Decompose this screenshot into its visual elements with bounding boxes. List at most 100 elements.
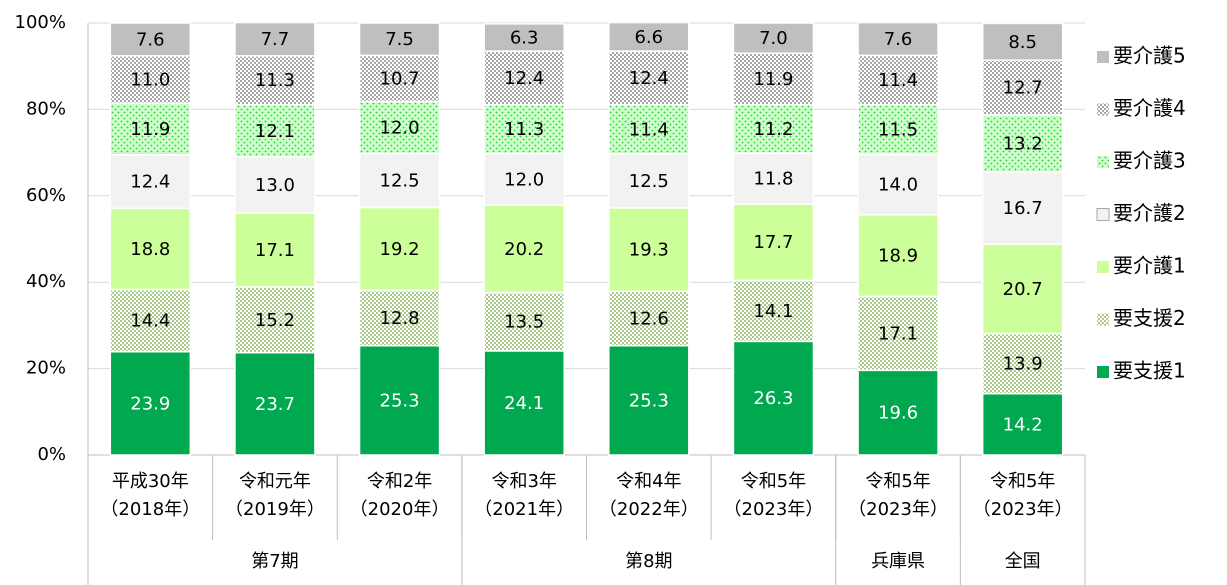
data-label: 12.4 bbox=[504, 68, 544, 89]
data-label: 14.0 bbox=[878, 175, 918, 196]
group-label: 第8期 bbox=[625, 551, 673, 572]
data-label: 11.2 bbox=[753, 119, 793, 140]
bar-segment bbox=[358, 54, 441, 103]
bar-segment bbox=[857, 153, 939, 216]
data-label: 12.4 bbox=[130, 172, 170, 193]
data-label: 13.9 bbox=[1003, 354, 1043, 375]
data-label: 13.0 bbox=[255, 175, 295, 196]
data-label: 12.4 bbox=[629, 68, 669, 89]
legend-label: 要介護2 bbox=[1113, 201, 1186, 225]
bar-segment bbox=[732, 340, 815, 456]
data-label: 12.8 bbox=[380, 308, 420, 329]
data-label: 7.6 bbox=[884, 29, 913, 50]
data-label: 23.7 bbox=[255, 394, 295, 415]
legend-swatch bbox=[1097, 51, 1109, 63]
data-label: 6.6 bbox=[634, 27, 663, 48]
legend-label: 要支援1 bbox=[1113, 359, 1186, 383]
data-label: 11.4 bbox=[878, 70, 918, 91]
data-label: 11.3 bbox=[504, 119, 544, 140]
x-tick-label: 令和5年 （2023年） bbox=[848, 471, 948, 520]
bar-segment bbox=[857, 295, 939, 372]
data-label: 14.4 bbox=[130, 311, 170, 332]
bar-segment bbox=[732, 279, 815, 343]
data-label: 14.1 bbox=[753, 301, 793, 322]
bar-segment bbox=[234, 55, 316, 106]
data-label: 8.5 bbox=[1008, 32, 1037, 53]
legend-swatch bbox=[1097, 261, 1109, 273]
bar-segment bbox=[358, 206, 441, 292]
bar-segment bbox=[981, 332, 1064, 395]
bar-segment bbox=[981, 392, 1064, 456]
bar-segment bbox=[358, 100, 441, 155]
data-label: 13.5 bbox=[504, 312, 544, 333]
bar-segment bbox=[234, 286, 316, 354]
legend-swatch bbox=[1097, 103, 1109, 116]
data-label: 23.9 bbox=[130, 393, 170, 414]
group-label: 第7期 bbox=[251, 551, 299, 572]
legend-swatch bbox=[1097, 366, 1109, 378]
bar-segment bbox=[981, 171, 1064, 245]
bar-segment bbox=[732, 52, 815, 106]
x-tick-label: 令和元年 （2019年） bbox=[225, 471, 325, 520]
y-tick-label: 40% bbox=[26, 271, 66, 292]
x-tick-label: 令和5年 （2023年） bbox=[972, 471, 1073, 520]
data-label: 17.1 bbox=[255, 240, 295, 261]
x-tick-label: 令和4年 （2022年） bbox=[598, 471, 699, 520]
data-label: 19.3 bbox=[629, 240, 669, 261]
data-label: 17.7 bbox=[753, 232, 793, 253]
data-label: 12.5 bbox=[380, 170, 420, 191]
data-label: 11.8 bbox=[753, 169, 793, 190]
data-label: 16.7 bbox=[1003, 198, 1043, 219]
bar-segment bbox=[857, 369, 939, 456]
x-tick-label: 平成30年 （2018年） bbox=[100, 471, 201, 520]
data-label: 12.0 bbox=[380, 118, 420, 139]
data-label: 15.2 bbox=[255, 310, 295, 331]
y-tick-label: 0% bbox=[37, 444, 66, 465]
data-label: 19.6 bbox=[878, 403, 918, 424]
legend-swatch bbox=[1096, 208, 1110, 221]
bar-segment bbox=[234, 156, 316, 214]
bar-segment bbox=[857, 54, 939, 106]
data-label: 7.5 bbox=[385, 29, 414, 50]
bar-segment bbox=[483, 350, 565, 456]
bar-segment bbox=[358, 344, 441, 456]
bar-segment bbox=[483, 103, 565, 155]
bar-segment bbox=[732, 22, 815, 54]
data-label: 25.3 bbox=[380, 390, 420, 411]
bar-segment bbox=[109, 207, 192, 291]
data-label: 24.1 bbox=[504, 393, 544, 414]
data-label: 26.3 bbox=[753, 388, 793, 409]
legend-label: 要介護5 bbox=[1113, 44, 1186, 68]
data-label: 12.1 bbox=[255, 121, 295, 142]
data-label: 11.9 bbox=[753, 69, 793, 90]
bar-segment bbox=[483, 50, 565, 106]
bar-segment bbox=[857, 21, 939, 57]
legend-label: 要介護3 bbox=[1113, 149, 1186, 173]
bar-segment bbox=[358, 152, 441, 209]
data-label: 20.7 bbox=[1003, 279, 1043, 300]
data-label: 7.6 bbox=[136, 29, 165, 50]
bar-segment bbox=[981, 59, 1064, 116]
data-label: 20.2 bbox=[504, 239, 544, 260]
bar-segment bbox=[483, 152, 565, 207]
y-tick-label: 20% bbox=[26, 358, 66, 379]
bar-segment bbox=[109, 22, 192, 57]
y-tick-label: 60% bbox=[26, 185, 66, 206]
x-tick-label: 令和3年 （2021年） bbox=[474, 471, 575, 520]
data-label: 10.7 bbox=[380, 69, 420, 90]
bar-segment bbox=[234, 212, 316, 288]
bar-segment bbox=[608, 21, 690, 52]
bar-segment bbox=[608, 153, 690, 209]
data-label: 25.3 bbox=[629, 390, 669, 411]
x-tick-label: 令和2年 （2020年） bbox=[349, 471, 450, 520]
data-label: 11.9 bbox=[130, 119, 170, 140]
bar-segment bbox=[608, 344, 690, 456]
group-label: 兵庫県 bbox=[871, 551, 926, 572]
bar-segment bbox=[234, 21, 316, 57]
bar-segment bbox=[109, 55, 192, 105]
bar-segment bbox=[109, 288, 192, 353]
data-label: 18.9 bbox=[878, 246, 918, 267]
bar-segment bbox=[109, 154, 192, 210]
